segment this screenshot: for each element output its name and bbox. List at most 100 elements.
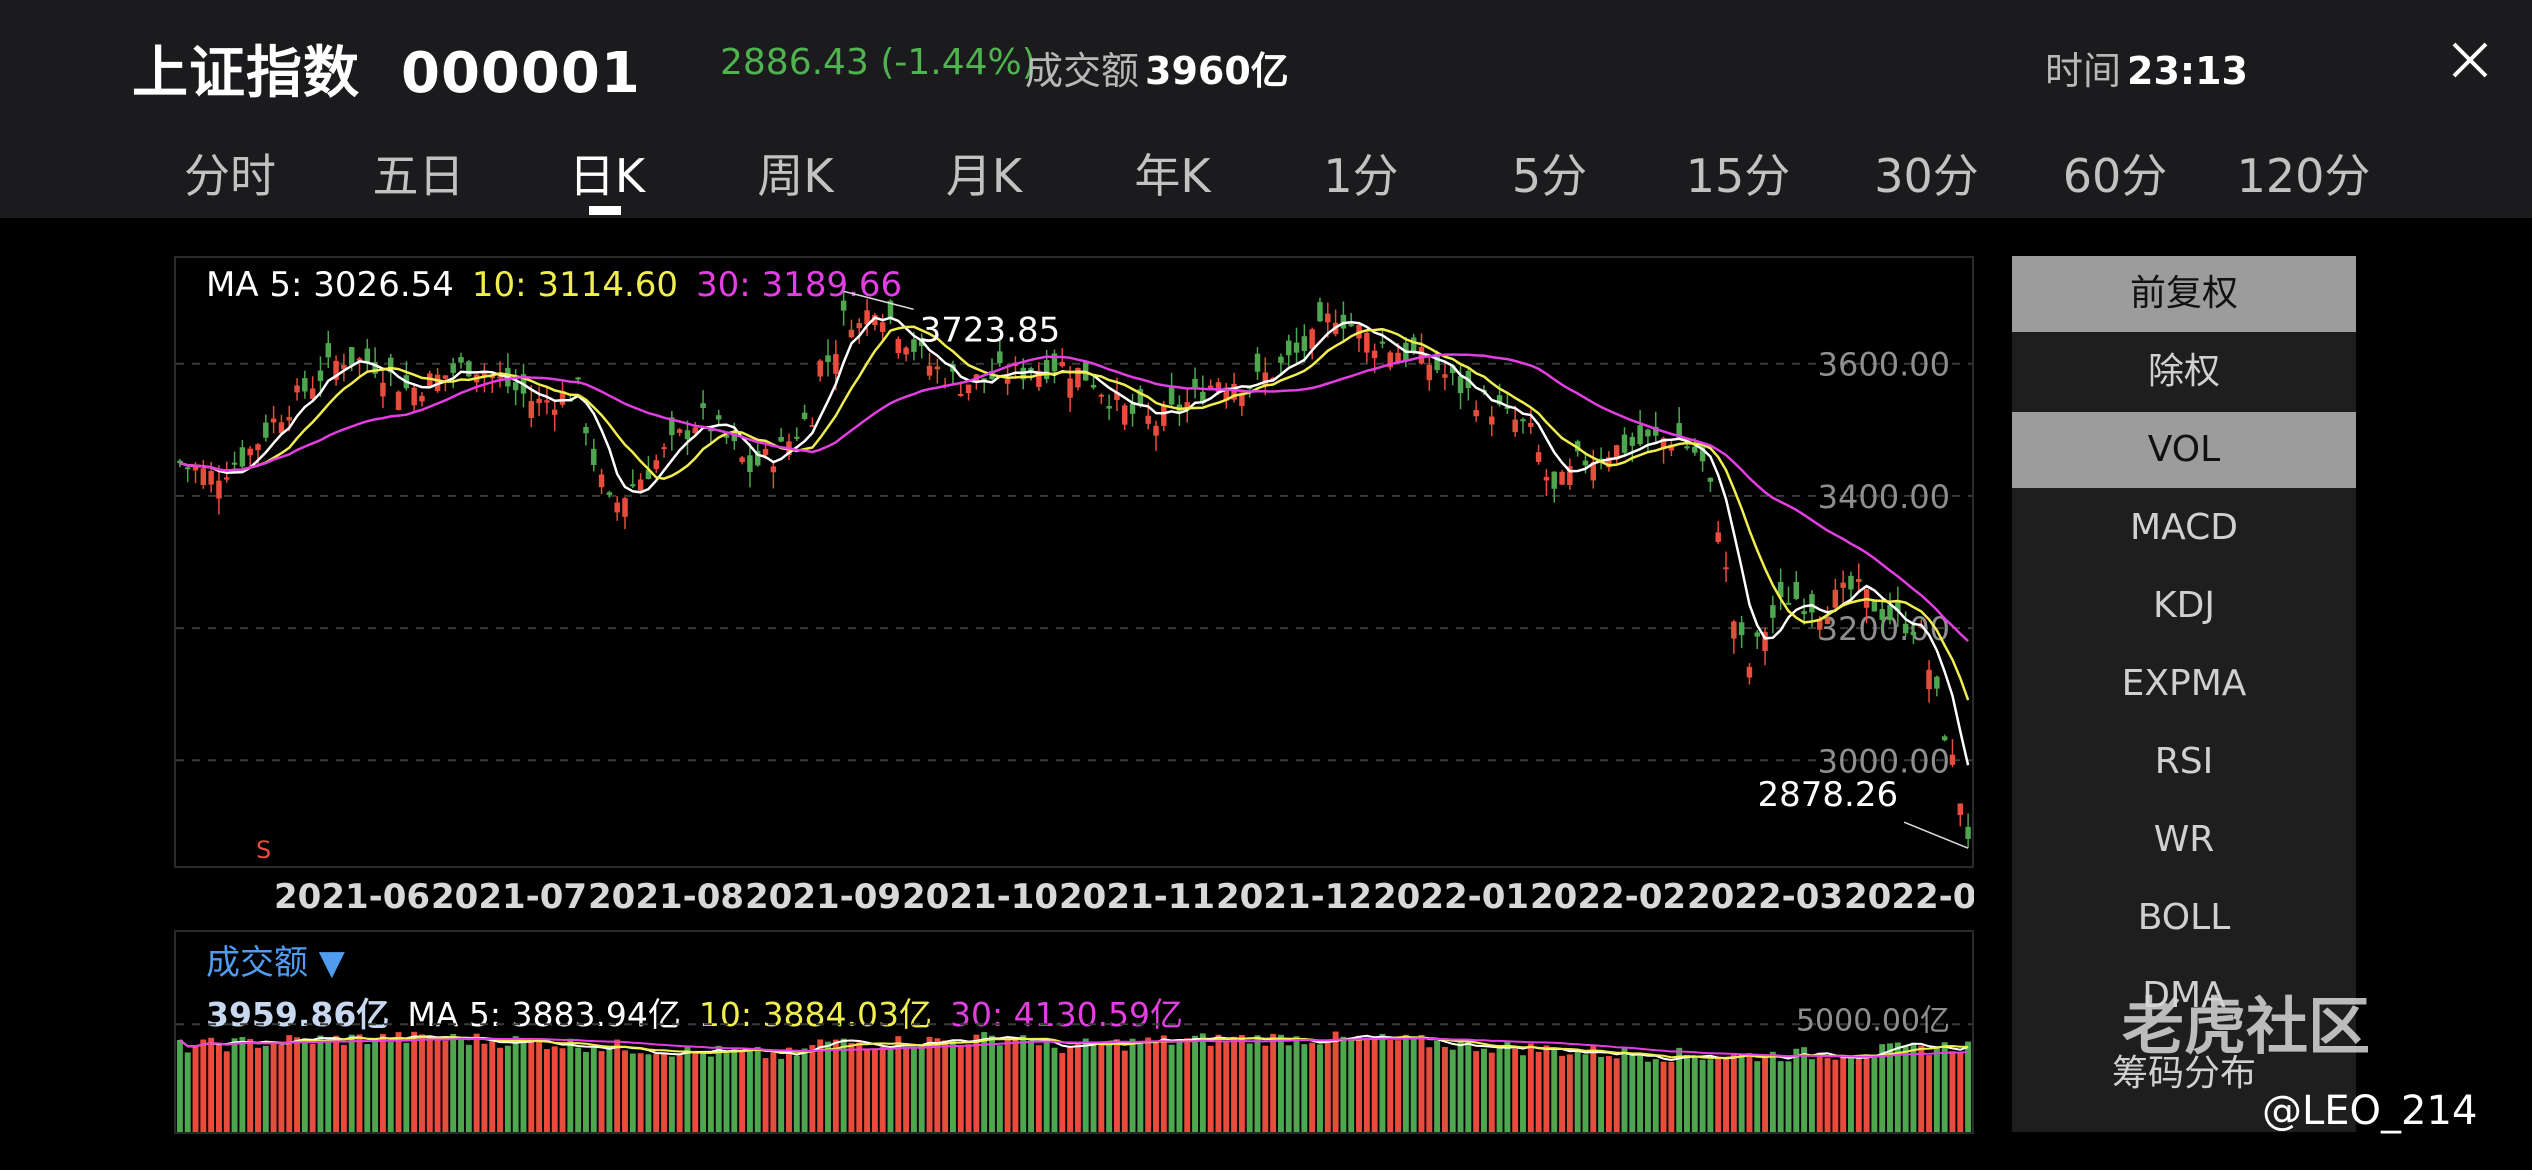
tab-10[interactable]: 60分	[2062, 149, 2168, 203]
indicator-button-1[interactable]: 除权	[2147, 351, 2220, 392]
volume-bar	[395, 1032, 402, 1132]
volume-bar	[450, 1033, 457, 1132]
volume-bar	[1434, 1040, 1441, 1132]
candle-body	[481, 372, 488, 378]
indicator-button-4[interactable]: KDJ	[2153, 585, 2215, 626]
candle-body	[739, 457, 745, 463]
x-tick-label: 2022-01	[1373, 877, 1529, 917]
tab-6[interactable]: 1分	[1323, 149, 1399, 203]
time-readout: 时间 23:13	[2045, 40, 2248, 95]
candle-body	[294, 385, 300, 393]
tab-7[interactable]: 5分	[1511, 149, 1588, 203]
indicator-button-3[interactable]: MACD	[2130, 507, 2238, 548]
indicator-button-10[interactable]: 筹码分布	[2111, 1053, 2256, 1094]
volume-bar	[1254, 1035, 1261, 1132]
volume-bar	[989, 1035, 995, 1132]
volume-bar	[176, 1039, 183, 1132]
volume-bar	[1684, 1054, 1690, 1132]
tab-8[interactable]: 15分	[1685, 149, 1791, 203]
candle-body	[1293, 342, 1300, 353]
volume-bar	[473, 1033, 480, 1132]
indicator-button-0[interactable]: 前复权	[2012, 256, 2356, 332]
volume-bar	[1277, 1034, 1284, 1132]
max-pointer	[843, 290, 914, 311]
volume-bar	[239, 1037, 246, 1132]
candle-body	[1840, 582, 1846, 588]
tab-4[interactable]: 月K	[945, 149, 1023, 203]
volume-bar	[1801, 1047, 1808, 1132]
volume-bar	[1566, 1054, 1573, 1132]
tab-2[interactable]: 日K	[517, 140, 697, 215]
tab-11[interactable]: 120分	[2236, 149, 2371, 203]
candle-body	[1801, 611, 1807, 615]
candle-body	[1036, 370, 1042, 387]
volume-bar	[465, 1044, 472, 1132]
volume-bar	[1902, 1045, 1909, 1132]
tab-9[interactable]: 30分	[1874, 149, 1979, 203]
candle-body	[1254, 353, 1261, 372]
volume-bar	[309, 1043, 316, 1132]
candle-body	[1504, 406, 1511, 409]
y-tick-label: 3400.00	[1818, 478, 1950, 516]
indicator-button-5[interactable]: EXPMA	[2121, 663, 2247, 704]
candle-body	[997, 351, 1003, 364]
candle-body	[1489, 416, 1495, 425]
y-tick-label: 3600.00	[1818, 346, 1950, 384]
tab-1[interactable]: 五日	[372, 149, 465, 203]
volume-bar	[372, 1040, 379, 1132]
volume-bar	[434, 1038, 441, 1132]
volume-bar	[294, 1037, 301, 1132]
volume-bar	[793, 1055, 800, 1132]
volume-legend: 3959.86亿 MA 5: 3883.94亿 10: 3884.03亿 30: 41…	[206, 995, 1183, 1034]
volume-bar	[1067, 1046, 1074, 1132]
candle-body	[1004, 379, 1011, 384]
volume-bar	[926, 1036, 933, 1132]
x-tick-label: 2021-10	[902, 877, 1058, 917]
volume-title: 成交额 ▼	[206, 943, 346, 983]
candle-body	[1340, 314, 1347, 329]
candle-body	[1535, 452, 1542, 462]
candle-body	[1075, 367, 1081, 388]
volume-chart[interactable]: 成交额 ▼ 3959.86亿 MA 5: 3883.94亿 10: 3884.03亿 3…	[176, 932, 1972, 1132]
volume-bar	[910, 1047, 917, 1132]
min-annotation: 2878.26	[1757, 775, 1898, 815]
volume-bar	[340, 1044, 347, 1132]
candle-body	[419, 395, 425, 402]
volume-bar	[1644, 1061, 1651, 1132]
close-icon[interactable]	[2440, 30, 2500, 90]
volume-bar	[1754, 1061, 1761, 1132]
candle-body	[1777, 581, 1784, 598]
candle-body	[1449, 365, 1456, 374]
candle-body	[1528, 423, 1534, 427]
candle-body	[715, 415, 722, 420]
candle-body	[341, 364, 347, 370]
candle-body	[1895, 601, 1901, 612]
indicator-button-9[interactable]: DMA	[2142, 975, 2226, 1016]
candle-body	[794, 436, 800, 439]
volume-bar	[1231, 1036, 1238, 1132]
tab-5[interactable]: 年K	[1134, 149, 1211, 203]
volume-bar	[1629, 1054, 1636, 1132]
tab-3[interactable]: 周K	[757, 149, 834, 203]
candle-body	[825, 355, 831, 363]
volume-bar	[645, 1054, 652, 1132]
volume-bar	[942, 1040, 949, 1132]
indicator-button-7[interactable]: WR	[2153, 819, 2215, 860]
tab-0[interactable]: 分时	[184, 149, 276, 203]
candle-body	[333, 360, 339, 380]
volume-bar	[1879, 1044, 1886, 1132]
indicator-button-8[interactable]: BOLL	[2137, 897, 2231, 938]
candle-body	[348, 347, 355, 366]
volume-bar	[1028, 1040, 1035, 1132]
candle-body	[1371, 350, 1378, 359]
candle-body	[1699, 443, 1706, 462]
indicator-button-6[interactable]: RSI	[2154, 741, 2214, 782]
volume-bar	[1871, 1054, 1878, 1132]
volume-bar	[715, 1045, 722, 1132]
candle-body	[575, 377, 581, 380]
candle-body	[755, 450, 761, 466]
candle-body	[1621, 434, 1628, 453]
indicator-button-2[interactable]: VOL	[2012, 412, 2356, 488]
candle-body	[614, 502, 620, 513]
